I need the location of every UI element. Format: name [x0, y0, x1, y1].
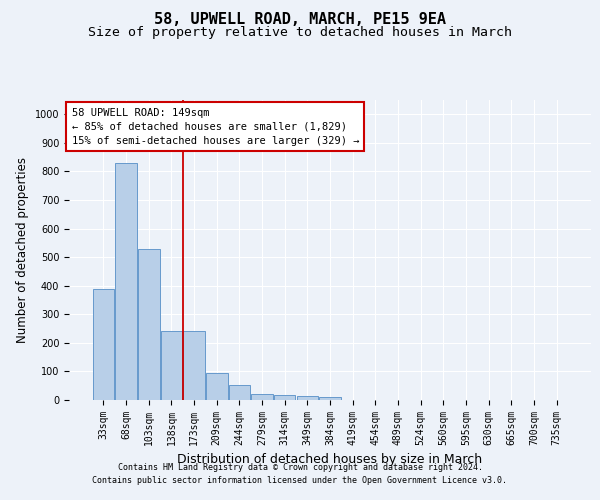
Bar	[319, 397, 341, 400]
Bar	[93, 288, 114, 400]
Bar	[251, 394, 273, 400]
Text: Contains public sector information licensed under the Open Government Licence v3: Contains public sector information licen…	[92, 476, 508, 485]
Bar	[138, 248, 160, 400]
Text: Size of property relative to detached houses in March: Size of property relative to detached ho…	[88, 26, 512, 39]
Bar	[206, 373, 227, 400]
Bar	[274, 395, 295, 400]
Text: 58, UPWELL ROAD, MARCH, PE15 9EA: 58, UPWELL ROAD, MARCH, PE15 9EA	[154, 12, 446, 28]
Bar	[115, 163, 137, 400]
Bar	[161, 332, 182, 400]
Text: Contains HM Land Registry data © Crown copyright and database right 2024.: Contains HM Land Registry data © Crown c…	[118, 464, 482, 472]
Bar	[229, 385, 250, 400]
Bar	[296, 396, 318, 400]
X-axis label: Distribution of detached houses by size in March: Distribution of detached houses by size …	[178, 454, 482, 466]
Y-axis label: Number of detached properties: Number of detached properties	[16, 157, 29, 343]
Bar	[184, 332, 205, 400]
Text: 58 UPWELL ROAD: 149sqm
← 85% of detached houses are smaller (1,829)
15% of semi-: 58 UPWELL ROAD: 149sqm ← 85% of detached…	[71, 108, 359, 146]
